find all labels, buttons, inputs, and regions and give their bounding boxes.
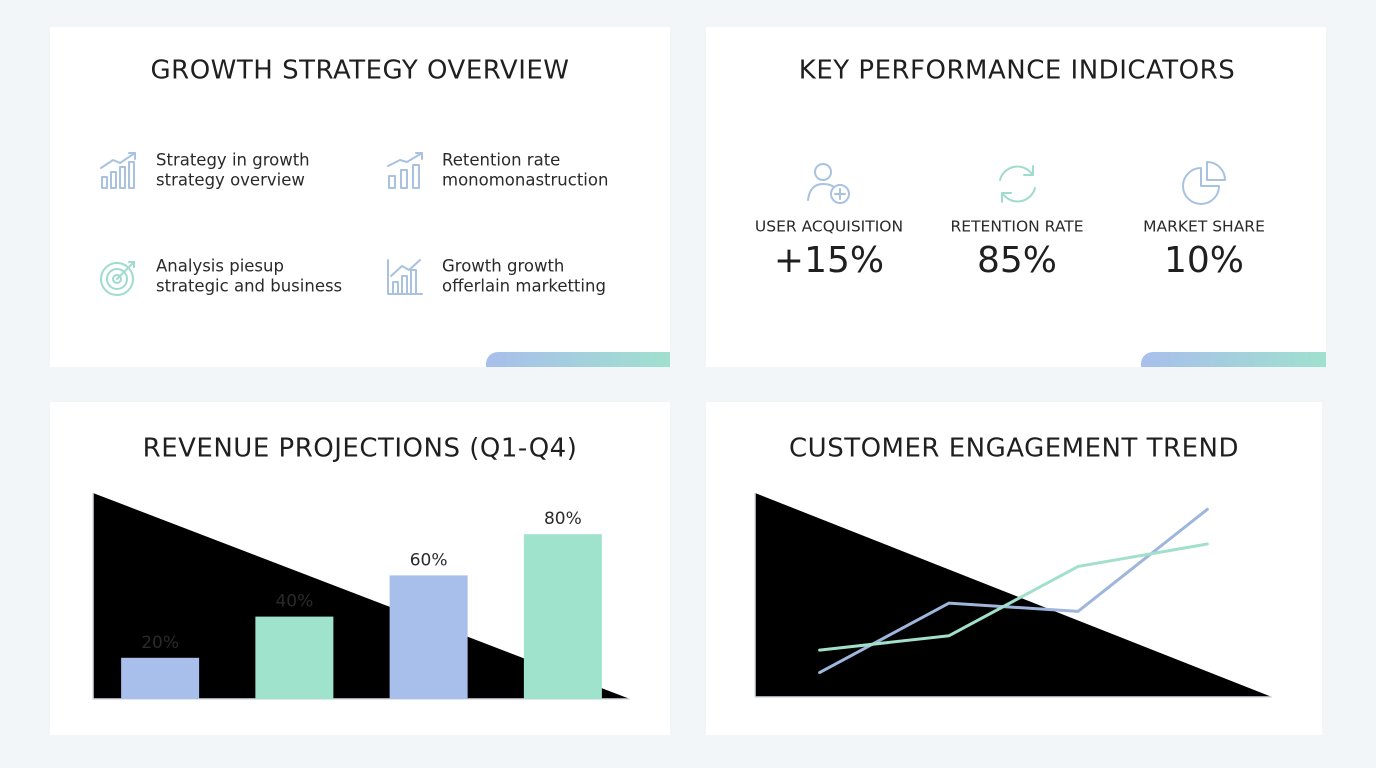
strategy-item: strategy overview <box>156 171 305 190</box>
panel-title: GROWTH STRATEGY OVERVIEW <box>150 56 569 86</box>
strategy-item: Growth growth <box>442 257 564 276</box>
bar <box>121 657 200 699</box>
refresh-icon <box>999 165 1036 203</box>
strategy-item: Retention rate <box>442 151 560 170</box>
accent-strip <box>486 352 670 367</box>
bar-value-label: 60% <box>410 550 448 570</box>
kpi-label: USER ACQUISITION <box>755 218 903 236</box>
strategy-item: Strategy in growth <box>156 151 310 170</box>
kpi-value: +15% <box>774 240 884 281</box>
target-icon <box>100 261 135 296</box>
growth-icon <box>387 152 423 189</box>
line-series <box>818 542 1209 652</box>
bar <box>255 616 334 699</box>
panel-title: CUSTOMER ENGAGEMENT TREND <box>789 434 1239 464</box>
chart-icon <box>387 259 423 295</box>
panel-title: REVENUE PROJECTIONS (Q1-Q4) <box>143 434 578 464</box>
bar-value-label: 20% <box>141 633 179 653</box>
panel <box>50 27 670 367</box>
kpi-label: MARKET SHARE <box>1143 218 1265 236</box>
strategy-item: strategic and business <box>156 277 342 296</box>
pie-icon <box>1182 161 1226 205</box>
axis <box>754 493 1272 698</box>
user-add-icon <box>807 163 850 204</box>
bar <box>523 534 602 699</box>
kpi-value: 10% <box>1164 240 1244 281</box>
kpi-value: 85% <box>977 240 1057 281</box>
strategy-item: Analysis piesup <box>156 257 284 276</box>
growth-icon <box>100 152 136 189</box>
kpi-label: RETENTION RATE <box>951 218 1084 236</box>
panel-title: KEY PERFORMANCE INDICATORS <box>799 56 1235 86</box>
line-series <box>818 507 1209 675</box>
accent-strip <box>1141 352 1326 367</box>
strategy-item: offerlain marketting <box>442 277 606 296</box>
bar-value-label: 40% <box>275 592 313 612</box>
bar <box>389 575 468 699</box>
strategy-item: monomonastruction <box>442 171 608 190</box>
bar-value-label: 80% <box>544 509 582 529</box>
